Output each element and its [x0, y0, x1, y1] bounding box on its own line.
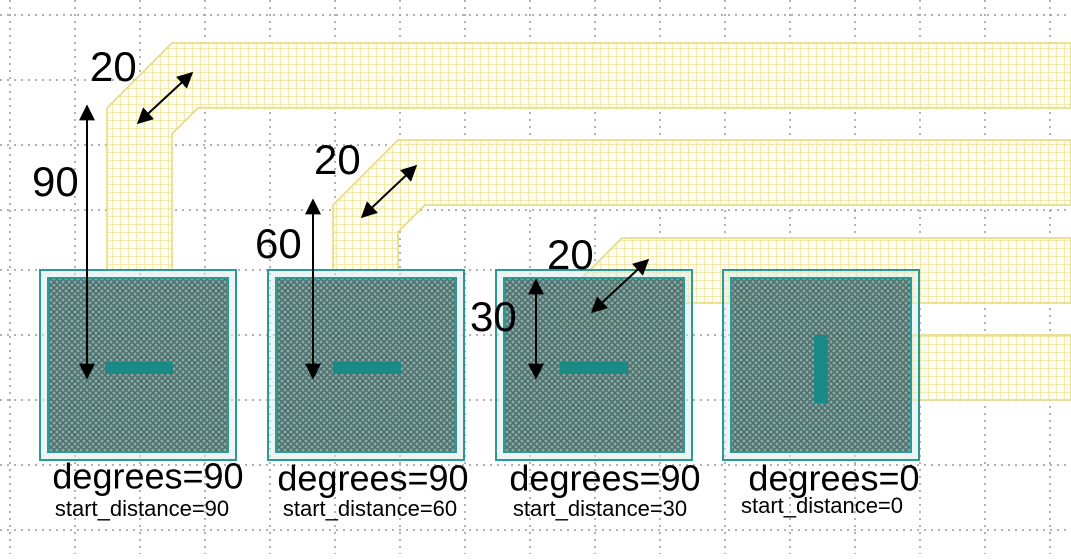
width-arrow: [590, 258, 650, 314]
degrees-label: degrees=90: [509, 458, 700, 499]
degrees-label: degrees=90: [52, 456, 243, 497]
distance-label: 60: [255, 220, 302, 267]
distance-label: 30: [470, 293, 517, 340]
cell: [267, 269, 465, 461]
start-distance-label: start_distance=30: [513, 496, 687, 521]
cell: [495, 269, 693, 461]
width-label: 20: [90, 43, 137, 90]
width-arrow: [136, 71, 194, 125]
cell: [39, 269, 237, 461]
width-label: 20: [547, 231, 594, 278]
start-distance-label: start_distance=60: [283, 496, 457, 521]
cell: [722, 269, 920, 461]
start-distance-label: start_distance=90: [55, 496, 229, 521]
width-arrow: [360, 164, 418, 219]
width-label: 20: [314, 136, 361, 183]
start-distance-label: start_distance=0: [741, 493, 903, 518]
distance-label: 90: [32, 158, 79, 205]
trace: [106, 42, 1071, 271]
degrees-label: degrees=0: [748, 458, 919, 499]
arrows: [79, 71, 650, 380]
cells: [39, 269, 920, 461]
degrees-label: degrees=90: [277, 458, 468, 499]
trace: [332, 139, 1071, 271]
labels: 20 90 20 60 20 30 degrees=90 start_dista…: [32, 43, 920, 521]
